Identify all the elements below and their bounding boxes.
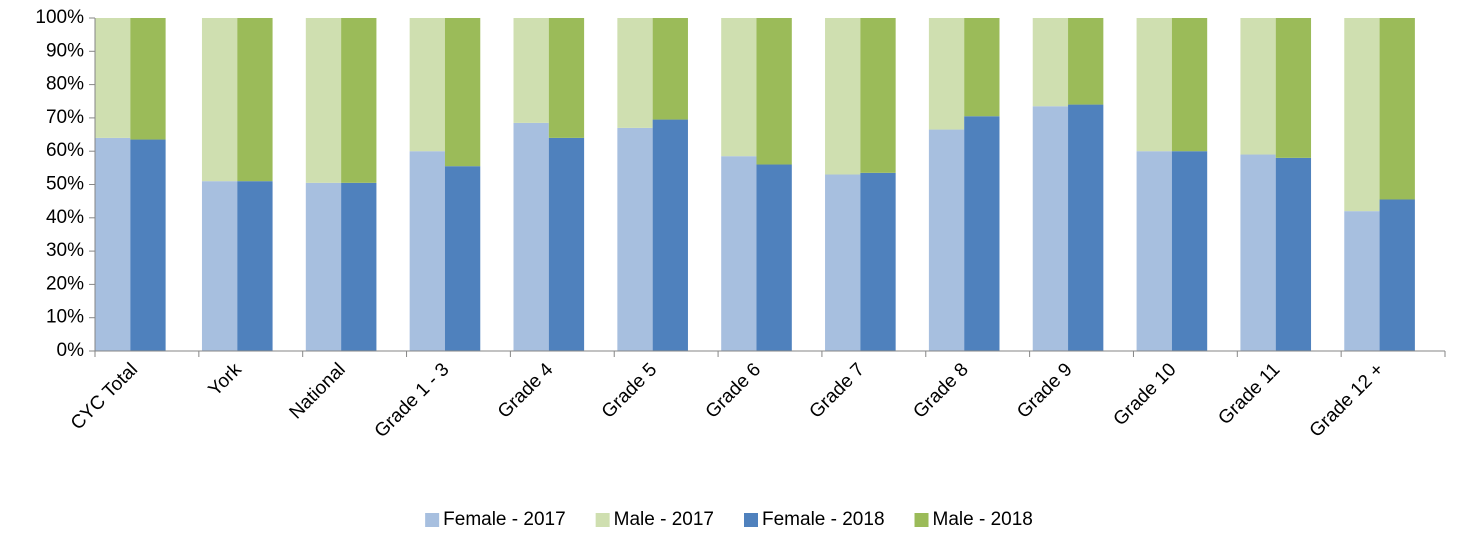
bar-segment	[95, 18, 131, 138]
bar-segment	[721, 156, 757, 351]
bar-segment	[756, 164, 792, 351]
y-tick-label: 30%	[46, 240, 84, 261]
y-tick-label: 90%	[46, 40, 84, 61]
x-tick-label: Grade 5	[598, 359, 661, 422]
bar-segment	[1136, 18, 1172, 152]
bar-segment	[409, 18, 445, 152]
legend-swatch	[744, 513, 758, 527]
bar-segment	[1240, 18, 1276, 155]
legend-swatch	[595, 513, 610, 527]
bar-segment	[513, 18, 549, 123]
bar-segment	[721, 18, 757, 157]
bar-segment	[825, 174, 861, 351]
bar-segment	[1171, 18, 1208, 152]
bar-segment	[1344, 211, 1380, 351]
bar-segment	[756, 18, 792, 165]
bar-segment	[1171, 151, 1208, 351]
bar-segment	[825, 18, 861, 175]
x-tick-label: Grade 4	[494, 359, 558, 423]
y-tick-label: 100%	[35, 7, 84, 28]
bar-segment	[928, 129, 965, 351]
bar-segment	[341, 182, 377, 351]
bar-segment	[1032, 18, 1069, 107]
y-tick-label: 10%	[46, 307, 84, 328]
bar-segment	[201, 181, 238, 351]
bar-segment	[305, 18, 342, 183]
bar-segment	[237, 181, 273, 351]
x-tick-label: Grade 6	[702, 359, 765, 422]
bar-segment	[341, 18, 377, 183]
y-tick-label: 70%	[46, 107, 84, 128]
bar-segment	[928, 18, 965, 130]
x-tick-label: Grade 7	[806, 359, 869, 422]
bar-segment	[1275, 18, 1312, 158]
x-tick-label: Grade 1 - 3	[371, 359, 454, 442]
legend-label: Male - 2017	[614, 509, 714, 530]
bar-segment	[409, 151, 445, 351]
bar-segment	[652, 18, 688, 120]
bar-segment	[305, 182, 342, 351]
y-tick-label: 0%	[57, 340, 85, 361]
legend-swatch	[425, 513, 440, 527]
x-tick-label: Grade 11	[1214, 359, 1284, 429]
bar-segment	[1379, 18, 1415, 200]
bar-segment	[1068, 18, 1104, 105]
bar-segment	[95, 137, 131, 351]
bar-segment	[1136, 151, 1172, 351]
bar-segment	[548, 137, 585, 351]
bar-segment	[652, 119, 688, 351]
bar-segment	[444, 18, 481, 167]
y-tick-label: 20%	[46, 273, 84, 294]
bar-segment	[1344, 18, 1380, 212]
x-tick-label: Grade 8	[909, 359, 972, 422]
x-tick-label: York	[205, 359, 247, 401]
bar-segment	[860, 172, 896, 351]
x-tick-label: CYC Total	[67, 359, 142, 434]
legend-label: Male - 2018	[933, 509, 1033, 530]
bar-segment	[201, 18, 238, 182]
bar-segment	[130, 139, 166, 351]
bar-segment	[964, 116, 1000, 351]
bar-segment	[617, 18, 653, 128]
legend-swatch	[914, 513, 929, 527]
bar-segment	[964, 18, 1000, 117]
bar-segment	[617, 127, 653, 351]
bar-segment	[130, 18, 166, 140]
y-tick-label: 60%	[46, 140, 84, 161]
bar-segment	[1379, 199, 1415, 351]
bar-segment	[548, 18, 585, 138]
legend-label: Female - 2017	[443, 509, 566, 530]
x-tick-label: Grade 10	[1110, 359, 1181, 430]
x-tick-label: National	[286, 359, 350, 423]
x-tick-label: Grade 12 +	[1306, 359, 1388, 441]
bar-segment	[1032, 106, 1069, 352]
bar-segment	[860, 18, 896, 173]
x-tick-label: Grade 9	[1013, 359, 1076, 422]
y-tick-label: 50%	[46, 174, 84, 195]
bar-segment	[1068, 104, 1104, 351]
bar-segment	[237, 18, 273, 182]
y-tick-label: 80%	[46, 74, 84, 95]
bar-segment	[513, 122, 549, 352]
bar-segment	[1240, 154, 1276, 351]
bar-segment	[444, 166, 481, 351]
bar-segment	[1275, 157, 1312, 351]
y-tick-label: 40%	[46, 207, 84, 228]
legend-label: Female - 2018	[762, 509, 885, 530]
